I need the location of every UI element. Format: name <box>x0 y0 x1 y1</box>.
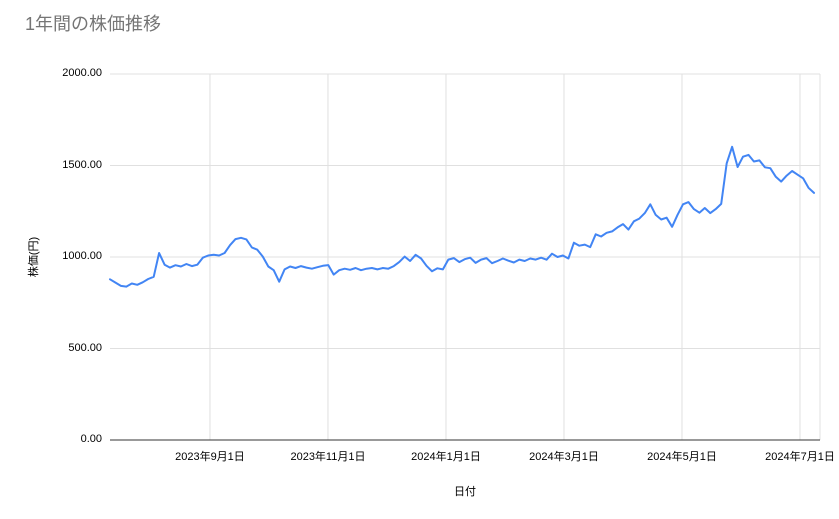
x-tick-label: 2024年1月1日 <box>411 451 481 463</box>
x-tick-label: 2023年9月1日 <box>175 451 245 463</box>
y-tick-label: 1500.00 <box>62 158 102 171</box>
x-tick-label: 2024年5月1日 <box>647 451 717 463</box>
y-tick-label: 1000.00 <box>62 250 102 262</box>
stock-price-line <box>109 145 815 288</box>
x-axis-title: 日付 <box>454 486 476 498</box>
y-tick-label: 0.00 <box>80 433 102 445</box>
y-tick-label: 500.00 <box>68 341 102 354</box>
x-tick-label: 2024年7月1日 <box>765 451 835 463</box>
y-tick-label: 2000.00 <box>62 67 102 79</box>
x-tick-label: 2023年11月1日 <box>290 451 366 463</box>
chart-title: 1年間の株価推移 <box>25 14 162 34</box>
x-tick-label: 2024年3月1日 <box>529 451 599 463</box>
